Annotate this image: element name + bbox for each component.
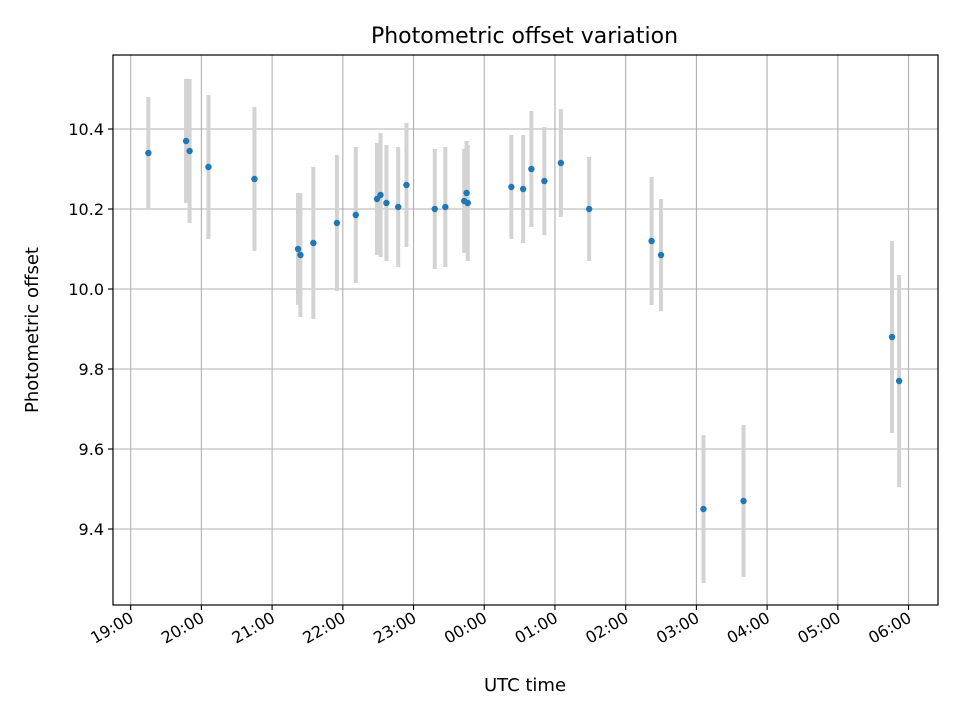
data-point (648, 237, 655, 245)
data-point (310, 239, 317, 247)
data-point (528, 165, 535, 173)
data-point (431, 205, 438, 213)
data-points (145, 137, 903, 513)
data-point (352, 211, 359, 219)
data-point (464, 199, 471, 207)
y-tick-label: 10.0 (68, 280, 104, 299)
data-point (557, 159, 565, 167)
data-point (182, 137, 190, 145)
plot-frame (112, 54, 939, 606)
y-tick-label: 10.4 (68, 120, 104, 139)
data-point (205, 163, 212, 171)
data-point (519, 185, 527, 193)
data-point (585, 205, 593, 213)
data-point (740, 497, 747, 505)
data-point (251, 175, 258, 183)
grid (113, 55, 938, 605)
data-point (383, 199, 390, 207)
data-point (888, 333, 896, 341)
plot-area (113, 55, 938, 605)
data-point (294, 245, 302, 253)
data-point (895, 377, 903, 385)
y-tick-label: 10.2 (68, 200, 104, 219)
data-point (508, 183, 515, 191)
data-point (145, 149, 152, 157)
data-point (442, 203, 449, 211)
data-point (395, 203, 402, 211)
x-axis-label: UTC time (484, 675, 566, 696)
data-point (377, 191, 384, 199)
data-point (186, 147, 193, 155)
chart-title: Photometric offset variation (371, 24, 678, 49)
data-point (403, 181, 410, 189)
y-tick-label: 9.8 (79, 360, 104, 379)
y-axis-ticks: 9.4 9.6 9.8 10.0 10.2 10.4 (68, 120, 113, 539)
y-axis-label: Photometric offset (22, 247, 43, 413)
data-point (463, 189, 470, 197)
data-point (657, 251, 665, 259)
data-point (297, 251, 304, 259)
y-tick-label: 9.6 (79, 440, 104, 459)
data-point (333, 219, 341, 227)
data-point (700, 505, 707, 513)
data-point (541, 177, 548, 185)
y-tick-label: 9.4 (79, 520, 104, 539)
